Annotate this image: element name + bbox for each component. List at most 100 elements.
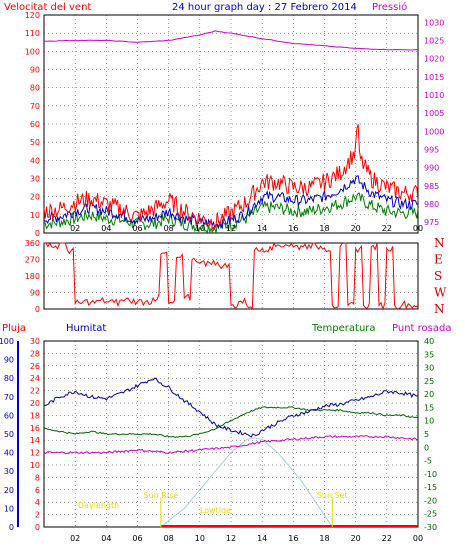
humidity-y-tick-label: 80 — [4, 374, 14, 383]
humidity-x-tick-label: 20 — [351, 534, 361, 543]
temperature-y-tick-label: 15 — [424, 403, 434, 412]
rain-y-tick-label: 8 — [35, 473, 40, 482]
pressure-y-tick-label: 1025 — [424, 36, 444, 45]
temperature-y-tick-label: 40 — [424, 337, 434, 346]
wind-y-tick-label: 70 — [30, 102, 40, 111]
wind-x-tick-label: 00 — [413, 224, 423, 233]
humidity-series — [43, 377, 419, 438]
wind-y-tick-label: 100 — [25, 47, 40, 56]
pressure-y-tick-label: 1030 — [424, 18, 444, 27]
rain-y-tick-label: 12 — [30, 449, 40, 458]
humidity-x-tick-label: 18 — [319, 534, 329, 543]
rain-y-tick-label: 26 — [30, 362, 40, 371]
wind-x-tick-label: 12 — [226, 224, 236, 233]
solar-series — [160, 437, 333, 528]
pressure-y-tick-label: 1005 — [424, 109, 444, 118]
rain-y-tick-label: 18 — [30, 411, 40, 420]
pressure-y-tick-label: 995 — [424, 145, 439, 154]
rain-y-tick-label: 28 — [30, 349, 40, 358]
pressure-y-tick-label: 980 — [424, 200, 439, 209]
humidity-y-tick-label: 100 — [0, 337, 14, 346]
wind-y-tick-label: 80 — [30, 84, 40, 93]
rain-y-tick-label: 10 — [30, 461, 40, 470]
pressure-y-tick-label: 1020 — [424, 55, 444, 64]
humidity-x-tick-label: 12 — [226, 534, 236, 543]
humidity-panel-axes: 0102030405060708090100024681012141618202… — [0, 337, 437, 543]
compass-label: S — [434, 269, 442, 283]
rain-y-tick-label: 20 — [30, 399, 40, 408]
humidity-y-tick-label: 0 — [9, 523, 14, 532]
wind-x-tick-label: 06 — [132, 224, 142, 233]
wind-y-tick-label: 50 — [30, 138, 40, 147]
compass-label: E — [434, 253, 443, 267]
wind-panel-axes: 0102030405060708090100110120975980985990… — [25, 11, 445, 238]
humidity-x-tick-label: 00 — [413, 534, 423, 543]
wind-x-tick-label: 14 — [257, 224, 267, 233]
direction-y-tick-label: 0 — [35, 305, 40, 314]
humidity-y-tick-label: 10 — [4, 504, 14, 513]
direction-panel-grid — [44, 242, 419, 310]
wind-x-tick-label: 04 — [101, 224, 111, 233]
humidity-x-tick-label: 16 — [288, 534, 298, 543]
wind-y-tick-label: 120 — [25, 11, 40, 20]
wind-speed-label: Velocitat del vent — [4, 2, 91, 13]
wind-x-tick-label: 22 — [382, 224, 392, 233]
humidity-x-tick-label: 14 — [257, 534, 267, 543]
wind-y-tick-label: 90 — [30, 66, 40, 75]
humidity-y-tick-label: 40 — [4, 449, 14, 458]
rain-y-tick-label: 24 — [30, 374, 40, 383]
temperature-series — [43, 406, 419, 438]
humidity-y-tick-label: 30 — [4, 467, 14, 476]
humidity-x-tick-label: 22 — [382, 534, 392, 543]
humidity-x-tick-label: 06 — [132, 534, 142, 543]
direction-y-tick-label: 90 — [30, 289, 40, 298]
temperature-y-tick-label: 0 — [424, 443, 429, 452]
temperature-y-tick-label: 20 — [424, 390, 434, 399]
direction-y-tick-label: 270 — [25, 256, 40, 265]
humidity-panel-annotations: Sun Rise Sun Set Daylength Lowtide — [78, 491, 348, 527]
wind-panel-grid — [44, 14, 419, 234]
wind-series-green — [43, 192, 419, 235]
temperature-y-tick-label: -10 — [424, 470, 437, 479]
dewpoint-series — [43, 435, 419, 455]
wind-x-tick-label: 16 — [288, 224, 298, 233]
daylength-label: Daylength — [78, 501, 119, 510]
rain-y-tick-label: 14 — [30, 436, 40, 445]
temperature-y-tick-label: 25 — [424, 377, 434, 386]
sunrise-label: Sun Rise — [144, 491, 179, 500]
pressure-y-tick-label: 1000 — [424, 127, 444, 136]
humidity-x-tick-label: 04 — [101, 534, 111, 543]
wind-y-tick-label: 110 — [25, 29, 40, 38]
wind-x-tick-label: 20 — [351, 224, 361, 233]
humidity-y-tick-label: 60 — [4, 411, 14, 420]
rain-y-tick-label: 30 — [30, 337, 40, 346]
wind-y-tick-label: 30 — [30, 175, 40, 184]
pressure-y-tick-label: 1015 — [424, 73, 444, 82]
temperature-label: Temperatura — [311, 323, 376, 334]
dewpoint-label: Punt rosada — [392, 323, 451, 334]
pressure-label: Pressió — [372, 1, 407, 13]
rain-y-tick-label: 4 — [35, 498, 40, 507]
lowtide-label: Lowtide — [200, 506, 231, 515]
humidity-y-tick-label: 70 — [4, 393, 14, 402]
wind-series-avg — [43, 175, 419, 230]
compass-label: N — [434, 302, 445, 316]
pressure-y-tick-label: 985 — [424, 182, 439, 191]
rain-y-tick-label: 2 — [35, 511, 40, 520]
wind-y-tick-label: 10 — [30, 211, 40, 220]
wind-y-tick-label: 20 — [30, 193, 40, 202]
temperature-y-tick-label: 5 — [424, 430, 429, 439]
wind-x-tick-label: 10 — [195, 224, 205, 233]
humidity-x-tick-label: 10 — [195, 534, 205, 543]
wind-y-tick-label: 0 — [35, 229, 40, 238]
pressure-series — [43, 30, 419, 51]
direction-series — [44, 241, 419, 311]
humidity-y-tick-label: 50 — [4, 430, 14, 439]
pressure-y-tick-label: 990 — [424, 164, 439, 173]
humidity-label: Humitat — [66, 323, 106, 334]
rain-y-tick-label: 0 — [35, 523, 40, 532]
rain-y-tick-label: 6 — [35, 486, 40, 495]
